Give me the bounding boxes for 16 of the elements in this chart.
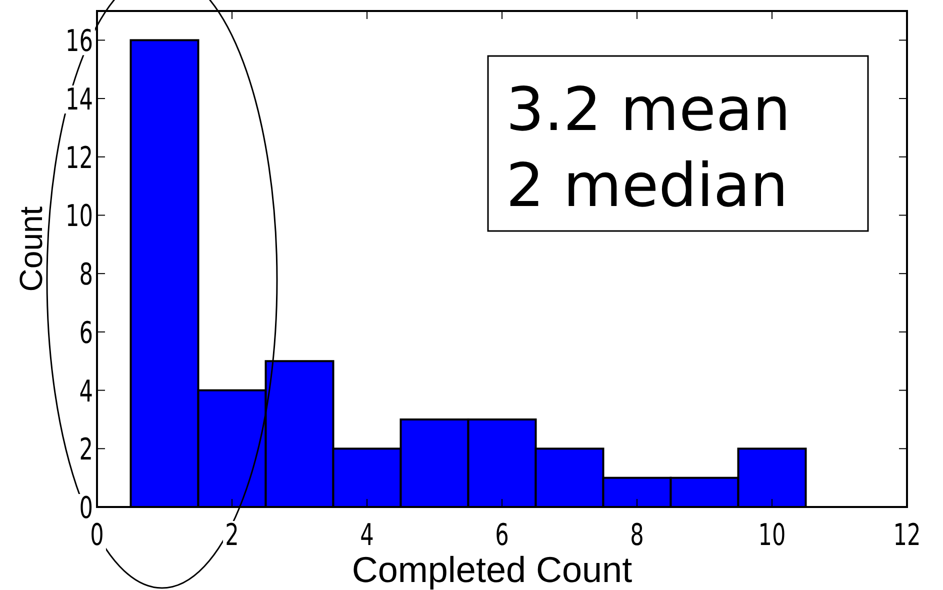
x-tick-label: 12 (893, 518, 921, 553)
y-tick-label: 16 (66, 24, 93, 59)
y-tick-label: 4 (79, 374, 93, 410)
annotation: 2 median (506, 151, 788, 221)
y-tick-label: 14 (66, 83, 93, 118)
y-tick-label: 12 (66, 141, 93, 176)
x-tick-label: 10 (758, 518, 786, 553)
y-tick-label: 0 (79, 491, 93, 526)
y-tick-label: 8 (79, 258, 93, 292)
y-axis-title: Count (13, 206, 49, 292)
annotation: 3.2 mean (506, 75, 791, 145)
y-tick-label: 2 (79, 433, 93, 468)
x-tick-label: 8 (630, 518, 644, 553)
x-tick-label: 2 (225, 518, 239, 553)
y-tick-label: 10 (66, 200, 93, 234)
y-tick-label: 6 (79, 316, 93, 351)
